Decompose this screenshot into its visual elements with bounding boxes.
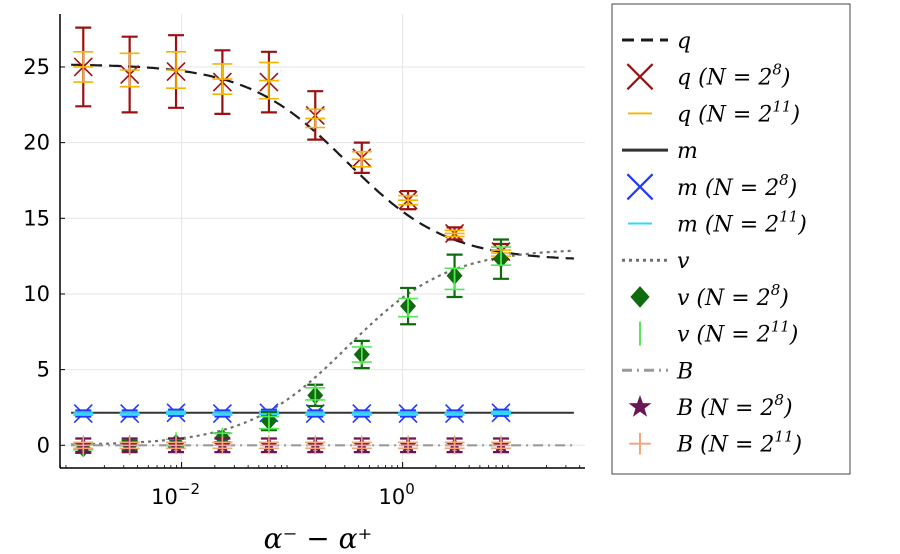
legend-entry-0: q [622, 29, 691, 54]
legend-entry-4: m (N = 28) [626, 171, 797, 201]
point-v-6 [351, 344, 372, 365]
legend-entry-7: v (N = 28) [630, 281, 789, 311]
y-tick-label-1: 5 [37, 358, 50, 382]
point-q-0 [73, 51, 94, 83]
legend-label-3: m [677, 139, 698, 164]
legend-marker-shape [628, 395, 652, 417]
point-q-2 [166, 51, 187, 89]
curve-q [71, 63, 574, 260]
point-m-7 [398, 411, 419, 416]
legend-entry-6: v [622, 249, 690, 274]
point-q-5 [305, 108, 326, 129]
point-m-0 [73, 411, 94, 416]
legend-marker [626, 173, 654, 201]
x-tick-label-1: 100 [378, 480, 414, 509]
legend-label-4: m (N = 28) [677, 171, 797, 201]
legend: qq (N = 28)q (N = 211)mm (N = 28)m (N = … [611, 3, 851, 475]
marker [491, 436, 510, 455]
y-tick-label-2: 10 [23, 282, 50, 306]
y-tick-label-4: 20 [23, 131, 50, 155]
point-B-6 [351, 436, 372, 455]
marker [399, 436, 418, 455]
marker [120, 436, 139, 455]
point-B-0 [73, 436, 94, 455]
legend-label-9: B [676, 359, 693, 384]
legend-marker-shape [626, 63, 654, 91]
point-v-9 [490, 246, 511, 267]
marker [306, 436, 325, 455]
legend-marker-shape [629, 432, 651, 455]
legend-entry-1: q (N = 28) [626, 61, 790, 91]
point-B-2 [166, 436, 187, 455]
legend-label-1: q (N = 28) [677, 61, 790, 91]
legend-marker [626, 63, 654, 91]
marker [167, 436, 186, 455]
point-q-8 [444, 229, 465, 238]
point-q-1 [119, 52, 140, 88]
point-m-6 [351, 411, 372, 416]
point-m-3 [212, 411, 233, 416]
legend-label-7: v (N = 28) [677, 281, 789, 311]
point-m-8 [444, 411, 465, 416]
point-m-2 [166, 410, 187, 416]
point-B-9 [490, 436, 511, 455]
y-tick-label-0: 0 [37, 433, 50, 457]
marker [213, 436, 232, 455]
legend-box [611, 3, 851, 475]
point-v-5 [305, 383, 326, 404]
point-m-5 [305, 411, 326, 416]
point-v-4 [258, 412, 279, 433]
point-B-3 [212, 436, 233, 455]
plot-area: 0 5 10 15 20 25 10−2 100 [23, 14, 585, 509]
point-q-6 [351, 150, 372, 168]
point-B-5 [305, 436, 326, 455]
legend-entry-10: B (N = 28) [628, 391, 793, 421]
legend-marker-shape [626, 173, 654, 201]
marker [445, 436, 464, 455]
point-B-1 [119, 436, 140, 455]
legend-label-6: v [677, 249, 690, 274]
legend-marker-shape [630, 286, 650, 308]
legend-marker [630, 286, 650, 308]
point-B-7 [398, 436, 419, 455]
point-v-7 [398, 297, 419, 318]
point-B-8 [444, 436, 465, 455]
point-m-9 [490, 410, 511, 416]
legend-entry-9: B [622, 359, 693, 384]
point-q-7 [398, 194, 419, 206]
legend-entry-8: v (N = 211) [639, 318, 798, 348]
legend-entry-3: m [622, 139, 698, 164]
marker [352, 436, 371, 455]
point-v-8 [444, 267, 465, 291]
point-q-3 [212, 63, 233, 96]
legend-label-0: q [677, 29, 691, 54]
legend-marker [628, 395, 652, 417]
point-B-4 [258, 436, 279, 455]
y-tick-label-3: 15 [23, 206, 50, 230]
y-tick-label-5: 25 [23, 55, 50, 79]
x-axis-label: α⁻ − α⁺ [264, 522, 373, 554]
marker [259, 436, 278, 455]
legend-label-10: B (N = 28) [676, 391, 793, 421]
point-m-1 [119, 411, 140, 416]
legend-marker [629, 432, 651, 455]
x-tick-label-0: 10−2 [151, 480, 200, 509]
point-q-4 [258, 61, 279, 100]
legend-label-8: v (N = 211) [677, 318, 798, 348]
marker [74, 436, 93, 455]
